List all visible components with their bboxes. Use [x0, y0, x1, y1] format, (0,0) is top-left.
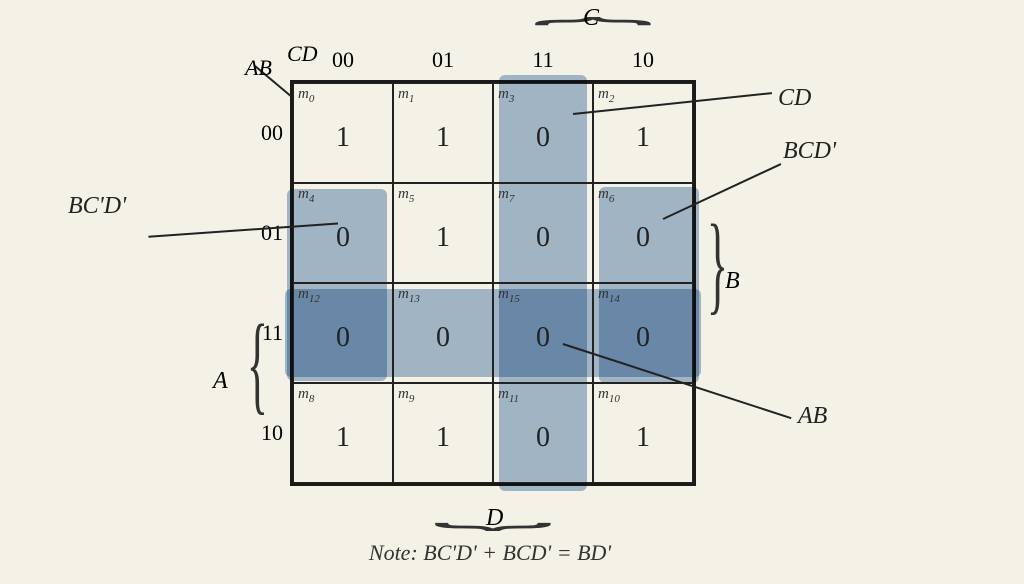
- minterm-label: m3: [498, 86, 514, 105]
- minterm-label: m12: [298, 286, 320, 305]
- cell-value: 0: [494, 222, 592, 254]
- minterm-label: m13: [398, 286, 420, 305]
- minterm-label: m4: [298, 186, 314, 205]
- minterm-label: m14: [598, 286, 620, 305]
- cell: m11 0: [493, 383, 593, 483]
- brace-right-label: B: [725, 268, 740, 295]
- cell: m13 0: [393, 283, 493, 383]
- brace-left-icon: {: [247, 308, 268, 418]
- cell-value: 1: [294, 122, 392, 154]
- cell: m5 1: [393, 183, 493, 283]
- minterm-label: m1: [398, 86, 414, 105]
- callout-cd: CD: [778, 85, 811, 112]
- minterm-label: m5: [398, 186, 414, 205]
- brace-left-label: A: [213, 368, 228, 395]
- footnote: Note: BC'D' + BCD' = BD': [210, 540, 770, 566]
- brace-top-label: C: [583, 5, 599, 32]
- cell: m12 0: [293, 283, 393, 383]
- cell-value: 1: [394, 422, 492, 454]
- cell-value: 1: [294, 422, 392, 454]
- brace-bottom-label: D: [486, 505, 503, 532]
- cell-value: 1: [394, 222, 492, 254]
- callout-bcprimedprime: BC'D': [68, 193, 126, 220]
- minterm-label: m6: [598, 186, 614, 205]
- minterm-label: m9: [398, 386, 414, 405]
- row-header: 00: [253, 83, 283, 183]
- cell-value: 0: [294, 222, 392, 254]
- minterm-label: m15: [498, 286, 520, 305]
- cell-value: 0: [394, 322, 492, 354]
- cell: m8 1: [293, 383, 393, 483]
- minterm-label: m11: [498, 386, 519, 405]
- minterm-label: m8: [298, 386, 314, 405]
- cell-value: 0: [294, 322, 392, 354]
- brace-right-icon: }: [707, 208, 728, 318]
- minterm-label: m10: [598, 386, 620, 405]
- col-header: 00: [293, 47, 393, 73]
- cell: m2 1: [593, 83, 693, 183]
- callout-bcdprime: BCD': [783, 138, 836, 165]
- cell: m15 0: [493, 283, 593, 383]
- cell-value: 0: [594, 322, 692, 354]
- cell-value: 1: [594, 422, 692, 454]
- callout-ab: AB: [798, 403, 827, 430]
- cell: m4 0: [293, 183, 393, 283]
- kmap: CD AB 00 01 11 10 00 01 11 10 m0 1 m1 1: [250, 30, 810, 486]
- cell: m3 0: [493, 83, 593, 183]
- cell-value: 0: [494, 422, 592, 454]
- col-header: 01: [393, 47, 493, 73]
- row-header: 01: [253, 183, 283, 283]
- cell-value: 1: [594, 122, 692, 154]
- cell: m10 1: [593, 383, 693, 483]
- cell: m7 0: [493, 183, 593, 283]
- minterm-label: m0: [298, 86, 314, 105]
- cell: m9 1: [393, 383, 493, 483]
- kmap-grid: CD AB 00 01 11 10 00 01 11 10 m0 1 m1 1: [290, 80, 696, 486]
- minterm-label: m2: [598, 86, 614, 105]
- cell-value: 0: [594, 222, 692, 254]
- cell: m0 1: [293, 83, 393, 183]
- axis-row-var: AB: [245, 55, 272, 81]
- cell: m6 0: [593, 183, 693, 283]
- minterm-label: m7: [498, 186, 514, 205]
- cell-value: 0: [494, 122, 592, 154]
- cell-value: 1: [394, 122, 492, 154]
- cell: m1 1: [393, 83, 493, 183]
